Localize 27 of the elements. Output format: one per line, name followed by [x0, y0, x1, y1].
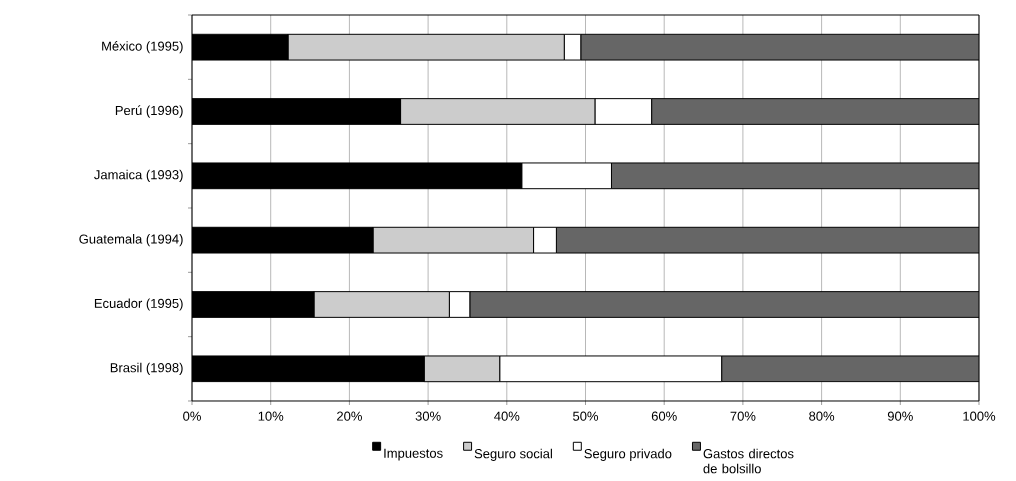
- y-tick-label: Perú (1996): [115, 105, 183, 118]
- y-tick-label: Guatemala (1994): [79, 234, 183, 247]
- bar: [580, 33, 979, 61]
- y-tick-label: México (1995): [102, 41, 183, 54]
- x-tick-label: 20%: [337, 411, 362, 421]
- bar: [721, 355, 979, 383]
- y-tick-label: Jamaica (1993): [94, 169, 183, 182]
- x-tick-label: 80%: [809, 411, 835, 421]
- legend-label: Seguro social: [474, 448, 552, 461]
- bar: [555, 226, 979, 254]
- x-tick-label: 90%: [887, 411, 913, 421]
- bar: [469, 291, 979, 318]
- x-tick-label: 70%: [730, 411, 756, 421]
- x-tick-label: 100%: [963, 411, 996, 421]
- legend-label: Seguro privado: [584, 448, 672, 461]
- x-tick-label: 0%: [183, 411, 201, 421]
- legend-label: Gastos directos de bolsillo: [703, 448, 794, 474]
- bar: [651, 98, 979, 125]
- x-tick-label: 30%: [415, 411, 441, 421]
- y-tick-label: Ecuador (1995): [94, 298, 183, 311]
- x-tick-label: 50%: [573, 411, 599, 421]
- x-tick-label: 10%: [258, 411, 284, 421]
- x-tick-label: 60%: [651, 411, 677, 421]
- bar: [610, 162, 979, 190]
- legend-label: Impuestos: [384, 448, 443, 461]
- y-tick-label: Brasil (1998): [110, 362, 183, 375]
- x-tick-label: 40%: [494, 411, 520, 421]
